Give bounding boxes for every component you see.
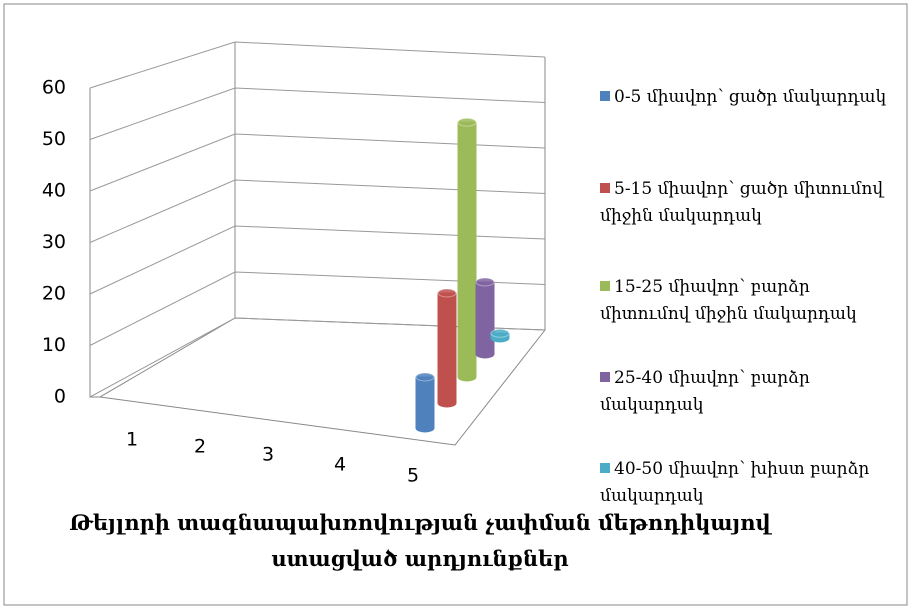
legend-item: 5-15 միավոր՝ ցածր միտումով միջին մակարդա… (600, 176, 900, 230)
y-tick-label: 10 (42, 334, 66, 356)
grid-line (89, 133, 546, 192)
grid-line (89, 41, 546, 89)
cylinder-top (415, 372, 435, 382)
cylinder-top (437, 288, 457, 298)
y-tick-label: 30 (42, 231, 66, 253)
legend-label: 40-50 միավոր՝ խիստ բարձր մակարդակ (600, 459, 870, 506)
y-tick-label: 50 (42, 128, 66, 150)
legend-label: 25-40 միավոր՝ բարձր մակարդակ (600, 368, 810, 415)
legend-swatch (600, 91, 610, 101)
cylinder-top (490, 328, 510, 338)
y-tick-label: 0 (54, 386, 66, 408)
cylinder-top (475, 277, 495, 287)
legend-swatch (600, 281, 610, 291)
legend-item: 15-25 միավոր՝ բարձր միտումով միջին մակար… (600, 274, 900, 328)
legend-label: 0-5 միավոր՝ ցածր մակարդակ (614, 87, 887, 107)
y-tick-label: 60 (42, 77, 66, 99)
x-tick-label: 4 (334, 454, 346, 476)
y-tick-label: 40 (42, 180, 66, 202)
cylinder (457, 121, 477, 382)
legend-swatch (600, 372, 610, 382)
grid-line (89, 225, 546, 295)
x-tick-label: 5 (407, 465, 419, 487)
legend-item: 0-5 միավոր՝ ցածր մակարդակ (600, 84, 900, 111)
legend-label: 15-25 միավոր՝ բարձր միտումով միջին մակար… (600, 277, 857, 324)
cylinder-top (457, 117, 477, 127)
grid-line (89, 179, 546, 243)
grid-line (89, 271, 546, 346)
grid-line (89, 87, 546, 140)
legend-item: 25-40 միավոր՝ բարձր մակարդակ (600, 365, 900, 419)
x-tick-label: 2 (194, 436, 206, 458)
legend-item: 40-50 միավոր՝ խիստ բարձր մակարդակ (600, 456, 900, 510)
x-tick-label: 1 (126, 429, 138, 451)
cylinder (415, 376, 435, 433)
y-tick-label: 20 (42, 283, 66, 305)
x-tick-label: 3 (262, 444, 274, 466)
legend-swatch (600, 183, 610, 193)
cylinder (475, 281, 495, 359)
chart-title: Թեյլորի տագնապախռովության չափման մեթոդիկ… (69, 510, 771, 571)
cylinder (437, 292, 457, 408)
legend-label: 5-15 միավոր՝ ցածր միտումով միջին մակարդա… (600, 179, 884, 226)
legend-swatch (600, 463, 610, 473)
